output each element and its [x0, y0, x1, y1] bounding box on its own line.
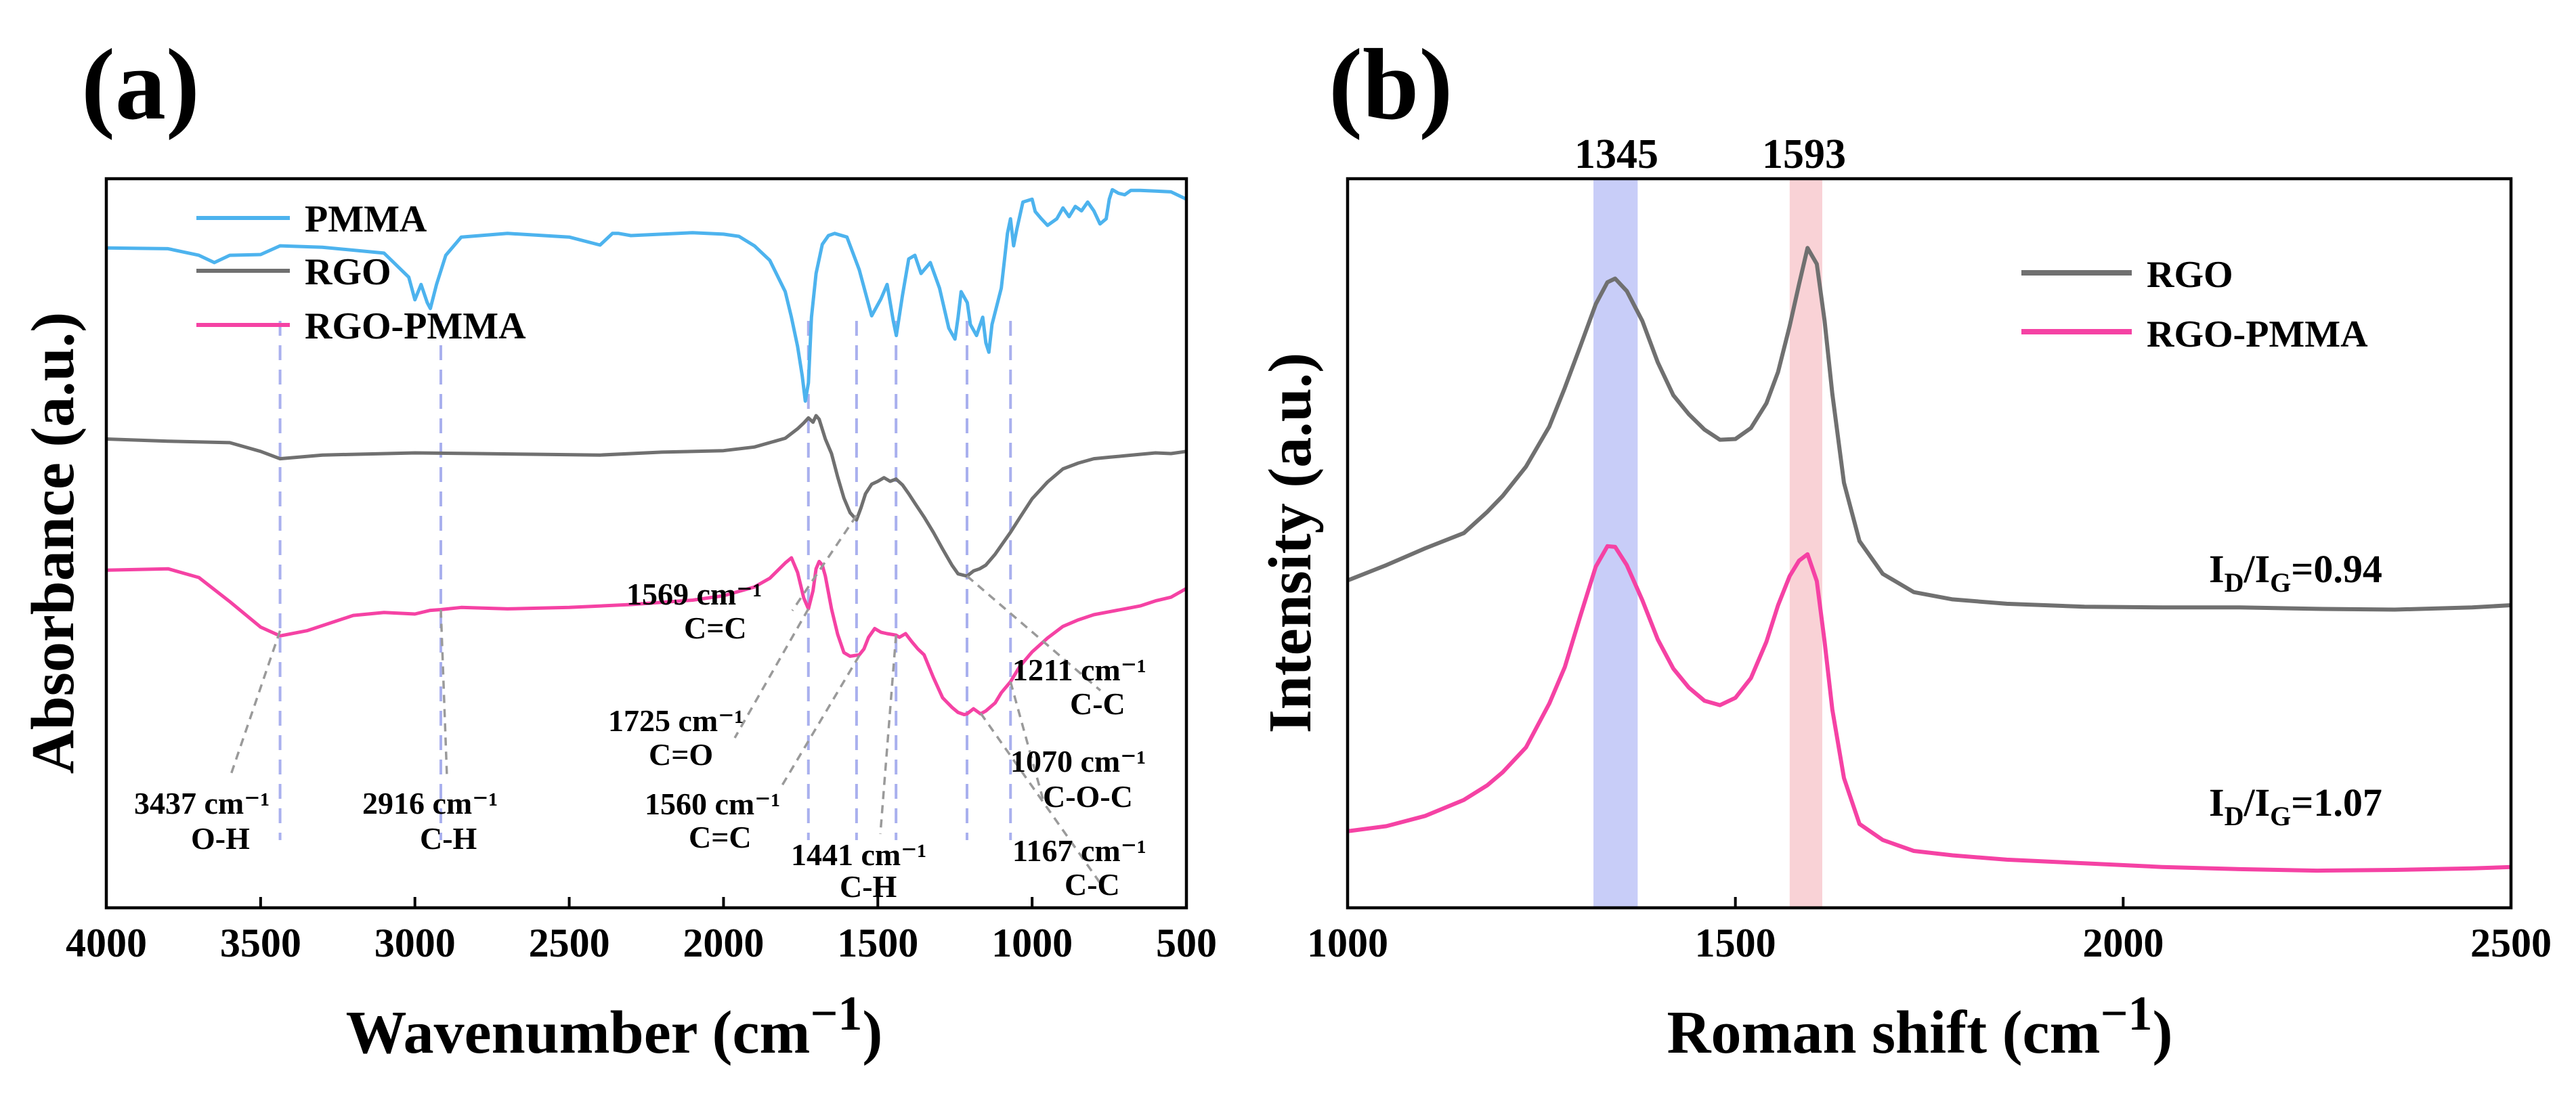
a-series-group [106, 188, 1188, 717]
leader-line-1441 [879, 635, 897, 835]
peak-label-1593: 1593 [1762, 131, 1846, 177]
ratio-label-rgo-pmma: ID/IG=1.07 [2209, 781, 2382, 831]
b-series-rgo-pmma [1347, 544, 2512, 873]
a-x-tick-label-1500: 1500 [837, 921, 918, 965]
a-x-tick-label-1000: 1000 [991, 921, 1073, 965]
ratio-part: =1.07 [2291, 781, 2382, 825]
annotation-1167-bond: C-C [1065, 867, 1120, 902]
annotation-3437-bond: O-H [191, 821, 250, 856]
b-series-group [1346, 246, 2512, 873]
annotation-1725-wavenumber: 1725 cm⁻¹ [608, 703, 744, 738]
annotation-1560-bond: C=C [689, 820, 752, 854]
peak-band-1345 [1593, 179, 1638, 908]
b-x-axis-title: Roman shift (cm−1) [1667, 986, 2173, 1066]
a-x-tick-label-500: 500 [1156, 921, 1217, 965]
a-guide-lines [278, 321, 1012, 840]
a-series-rgo-pmma [106, 556, 1188, 717]
a-x-axis-name: Wavenumber [346, 999, 697, 1066]
b-x-axis-unit-open: ( [1987, 999, 2022, 1066]
b-peak-bands [1593, 179, 1822, 908]
a-x-axis-title: Wavenumber (cm−1) [346, 986, 883, 1066]
peak-label-1345: 1345 [1574, 131, 1658, 177]
a-legend: PMMA RGO RGO-PMMA [196, 198, 526, 347]
leader-line-1569 [791, 514, 858, 611]
leader-line-1560 [781, 655, 861, 786]
ratio-part: I [2209, 781, 2225, 825]
b-plot-frame [1346, 177, 2513, 910]
b-x-axis-ticks: 1000 1500 2000 2500 [1307, 897, 2552, 965]
a-annotation-leaders [229, 514, 1102, 885]
leader-line-1211 [966, 575, 1102, 692]
a-x-axis-unit-exp: −1 [810, 986, 862, 1040]
leader-line-1725 [733, 608, 810, 739]
b-x-axis-name: Roman shift [1667, 999, 1988, 1066]
annotation-2916-bond: C-H [420, 821, 477, 856]
b-x-axis-unit-close: ) [2153, 999, 2173, 1066]
ratio-part: D [2225, 801, 2244, 831]
annotation-3437-wavenumber: 3437 cm⁻¹ [134, 786, 270, 820]
b-x-tick-label-1000: 1000 [1307, 921, 1388, 965]
annotation-1441-bond: C-H [840, 869, 897, 904]
b-y-axis-title: Intensity (a.u.) [1257, 353, 1324, 734]
b-x-tick-label-2000: 2000 [2082, 921, 2164, 965]
a-annotations: 3437 cm⁻¹ O-H 2916 cm⁻¹ C-H 1569 cm⁻¹ C=… [134, 577, 1146, 904]
b-x-axis-unit-exp: −1 [2100, 986, 2152, 1040]
annotation-1560-wavenumber: 1560 cm⁻¹ [645, 787, 780, 821]
ratio-label-rgo: ID/IG=0.94 [2209, 547, 2382, 598]
annotation-1725-bond: C=O [649, 737, 713, 772]
legend-label-rgo: RGO [305, 251, 391, 293]
a-x-tick-label-4000: 4000 [66, 921, 147, 965]
a-plot-frame [104, 177, 1188, 910]
b-x-tick-label-2500: 2500 [2470, 921, 2552, 965]
a-x-tick-label-2000: 2000 [683, 921, 764, 965]
b-x-axis-unit: cm [2023, 999, 2101, 1066]
leader-line-1167 [979, 712, 1102, 885]
ratio-part: =0.94 [2291, 547, 2382, 591]
panel-b-raman: (b) 1000 1500 2000 2500 1345 1593 RGO RGO-P… [1257, 28, 2552, 1066]
annotation-1070-bond: C-O-C [1043, 779, 1133, 814]
b-x-tick-label-1500: 1500 [1695, 921, 1776, 965]
leader-line-3437 [229, 630, 282, 777]
ratio-part: /I [2243, 547, 2270, 591]
a-y-axis-title: Absorbance (a.u.) [20, 312, 87, 774]
annotation-1070-wavenumber: 1070 cm⁻¹ [1010, 744, 1146, 779]
a-x-tick-label-3500: 3500 [220, 921, 301, 965]
a-series-rgo [106, 414, 1187, 578]
ratio-part: I [2209, 547, 2225, 591]
a-x-axis-unit-close: ) [862, 999, 882, 1066]
annotation-1167-wavenumber: 1167 cm⁻¹ [1012, 833, 1146, 868]
annotation-1211-wavenumber: 1211 cm⁻¹ [1012, 653, 1146, 687]
panel-a-label: (a) [81, 28, 200, 141]
peak-band-1593 [1789, 179, 1822, 908]
b-legend: RGO RGO-PMMA [2021, 254, 2368, 355]
a-series-pmma [106, 188, 1188, 403]
a-x-axis-ticks: 4000 3500 3000 2500 2000 1500 1000 500 [66, 897, 1217, 965]
ratio-part: G [2270, 567, 2291, 598]
a-x-axis-unit: cm [732, 999, 810, 1066]
ratio-part: D [2225, 567, 2244, 598]
legend-label-rgo-pmma-raman: RGO-PMMA [2147, 313, 2368, 355]
legend-label-rgo-pmma: RGO-PMMA [305, 305, 526, 347]
a-x-tick-label-3000: 3000 [374, 921, 456, 965]
annotation-1569-wavenumber: 1569 cm⁻¹ [626, 577, 762, 611]
leader-line-1070 [1009, 681, 1044, 799]
panel-b-label: (b) [1329, 28, 1453, 141]
a-x-tick-label-2500: 2500 [529, 921, 610, 965]
b-series-rgo [1346, 246, 2512, 612]
panel-a-ftir: (a) 4000 3500 3000 2500 2000 1500 1000 500 PMMA… [20, 28, 1217, 1066]
ratio-part: /I [2243, 781, 2270, 825]
annotation-1569-bond: C=C [684, 611, 747, 645]
legend-label-pmma: PMMA [305, 198, 427, 240]
legend-label-rgo-raman: RGO [2147, 254, 2233, 296]
annotation-1441-wavenumber: 1441 cm⁻¹ [791, 837, 926, 872]
ratio-part: G [2270, 801, 2291, 831]
annotation-2916-wavenumber: 2916 cm⁻¹ [362, 786, 498, 820]
annotation-1211-bond: C-C [1070, 686, 1125, 721]
a-x-axis-unit-open: ( [697, 999, 732, 1066]
